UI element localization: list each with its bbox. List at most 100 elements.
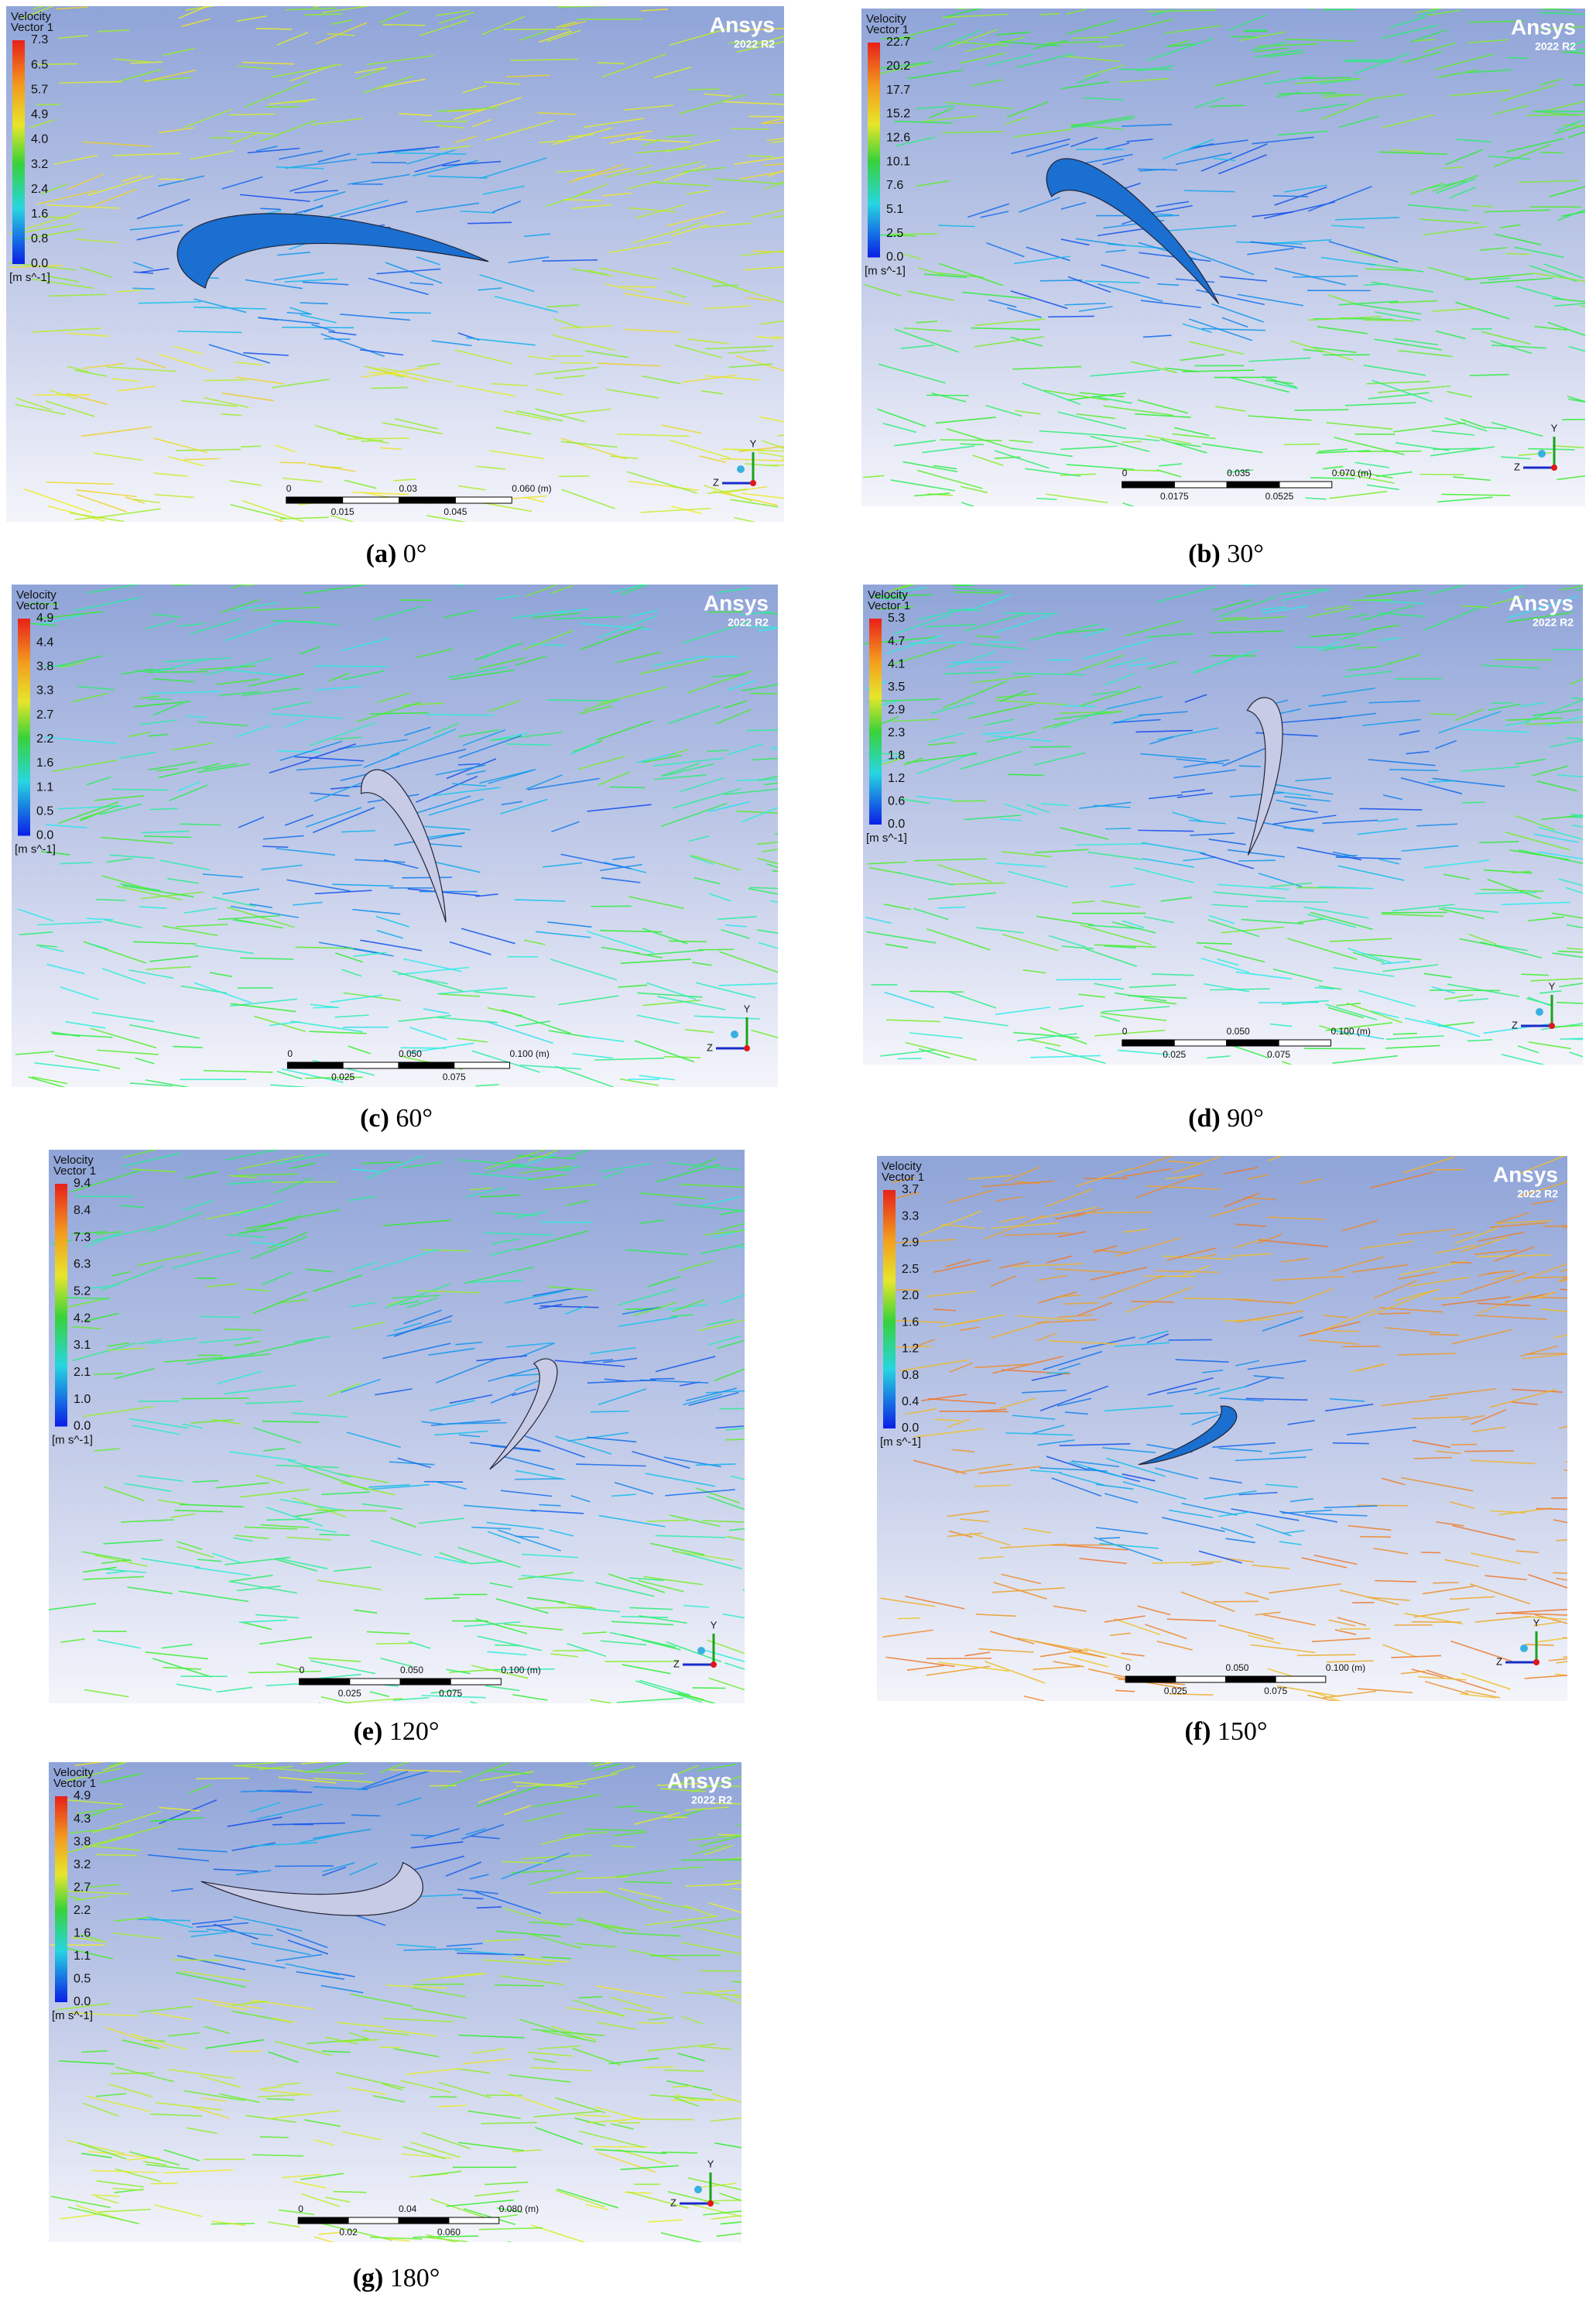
velocity-vector — [1460, 1692, 1496, 1699]
velocity-vector — [1270, 882, 1312, 888]
velocity-vector — [1472, 1426, 1506, 1433]
velocity-vector — [478, 2227, 543, 2231]
velocity-vector — [183, 108, 232, 129]
velocity-vector — [639, 658, 709, 675]
velocity-vector — [77, 685, 115, 691]
velocity-vector — [439, 12, 474, 24]
velocity-vector — [577, 1917, 620, 1933]
velocity-vector — [1172, 811, 1204, 823]
velocity-vector — [1148, 794, 1183, 800]
velocity-vector — [719, 951, 785, 976]
velocity-vector — [248, 1670, 321, 1674]
velocity-vector — [1063, 1301, 1099, 1305]
velocity-vector — [1140, 753, 1207, 760]
velocity-vector — [1389, 149, 1423, 153]
velocity-vector — [1173, 427, 1210, 437]
velocity-vector — [1197, 942, 1232, 945]
velocity-vector — [144, 69, 197, 83]
velocity-vector — [1104, 945, 1136, 949]
velocity-vector — [1043, 1350, 1103, 1370]
colorbar — [18, 619, 30, 836]
velocity-vector — [102, 968, 146, 985]
velocity-vector — [555, 1065, 616, 1089]
velocity-vector — [878, 699, 901, 707]
velocity-vector — [410, 2141, 461, 2159]
velocity-vector — [1137, 65, 1175, 72]
caption: (a) 0° — [366, 540, 427, 569]
legend-unit: [m s^-1] — [865, 264, 906, 277]
velocity-vector — [1337, 1617, 1367, 1627]
velocity-vector — [563, 198, 602, 201]
velocity-vector — [590, 1346, 636, 1355]
velocity-vector — [1250, 241, 1307, 249]
velocity-vector — [585, 1828, 645, 1832]
velocity-vector — [245, 1288, 271, 1292]
velocity-vector — [1263, 201, 1335, 219]
velocity-vector — [1327, 294, 1358, 306]
velocity-vector — [1235, 1456, 1307, 1462]
velocity-vector — [985, 718, 1014, 726]
velocity-vector — [96, 2180, 144, 2188]
velocity-vector — [601, 876, 641, 883]
velocity-vector — [1208, 914, 1235, 924]
velocity-vector — [348, 1261, 378, 1272]
velocity-vector — [660, 1788, 706, 1792]
velocity-vector — [36, 610, 104, 620]
velocity-vector — [590, 1699, 612, 1704]
velocity-vector — [141, 830, 190, 834]
velocity-vector — [543, 862, 583, 868]
velocity-vector — [1368, 1289, 1436, 1317]
velocity-vector — [727, 743, 764, 756]
velocity-vector — [1041, 721, 1067, 729]
velocity-vector — [491, 382, 528, 386]
velocity-vector — [94, 795, 144, 801]
legend-subtitle: Vector 1 — [868, 599, 910, 612]
velocity-vector — [1549, 185, 1587, 197]
velocity-vector — [305, 1076, 363, 1079]
velocity-vector — [1002, 933, 1059, 952]
velocity-vector — [190, 1931, 228, 1938]
velocity-vector — [598, 1388, 647, 1406]
velocity-vector — [596, 720, 653, 741]
velocity-vector — [52, 760, 117, 773]
velocity-vector — [1436, 177, 1476, 194]
velocity-vector — [234, 1340, 261, 1346]
velocity-vector — [1146, 1333, 1170, 1343]
velocity-vector — [1201, 328, 1265, 331]
velocity-vector — [1533, 1621, 1561, 1627]
velocity-vector — [600, 863, 642, 872]
velocity-vector — [1342, 60, 1389, 63]
velocity-vector — [1450, 89, 1511, 97]
colorbar-tick-label: 3.2 — [74, 1858, 91, 1871]
velocity-vector — [46, 204, 119, 209]
velocity-vector — [988, 641, 1018, 643]
velocity-vector — [471, 1560, 503, 1565]
velocity-vector — [488, 700, 520, 712]
velocity-vector — [94, 452, 142, 461]
velocity-vector — [255, 1474, 285, 1484]
velocity-vector — [456, 384, 515, 397]
colorbar-tick-label: 0.0 — [74, 1995, 91, 2008]
velocity-vector — [670, 1777, 700, 1787]
velocity-vector — [1277, 92, 1337, 95]
velocity-vector — [1194, 1387, 1221, 1395]
vector-field — [48, 1135, 802, 1720]
colorbar-tick-label: 0.0 — [886, 251, 903, 264]
velocity-vector — [167, 2032, 200, 2037]
velocity-vector — [152, 701, 184, 716]
velocity-vector — [1274, 238, 1332, 244]
velocity-vector — [1450, 1443, 1477, 1446]
velocity-vector — [1567, 947, 1596, 952]
velocity-vector — [347, 2087, 387, 2095]
velocity-vector — [508, 256, 550, 263]
velocity-vector — [504, 1624, 563, 1631]
velocity-vector — [730, 499, 779, 508]
velocity-vector — [1389, 300, 1438, 304]
velocity-vector — [428, 1347, 475, 1356]
velocity-vector — [1087, 924, 1142, 930]
velocity-vector — [1175, 1359, 1229, 1363]
velocity-vector — [147, 1212, 204, 1233]
velocity-vector — [529, 1921, 574, 1926]
velocity-vector — [549, 1891, 608, 1894]
